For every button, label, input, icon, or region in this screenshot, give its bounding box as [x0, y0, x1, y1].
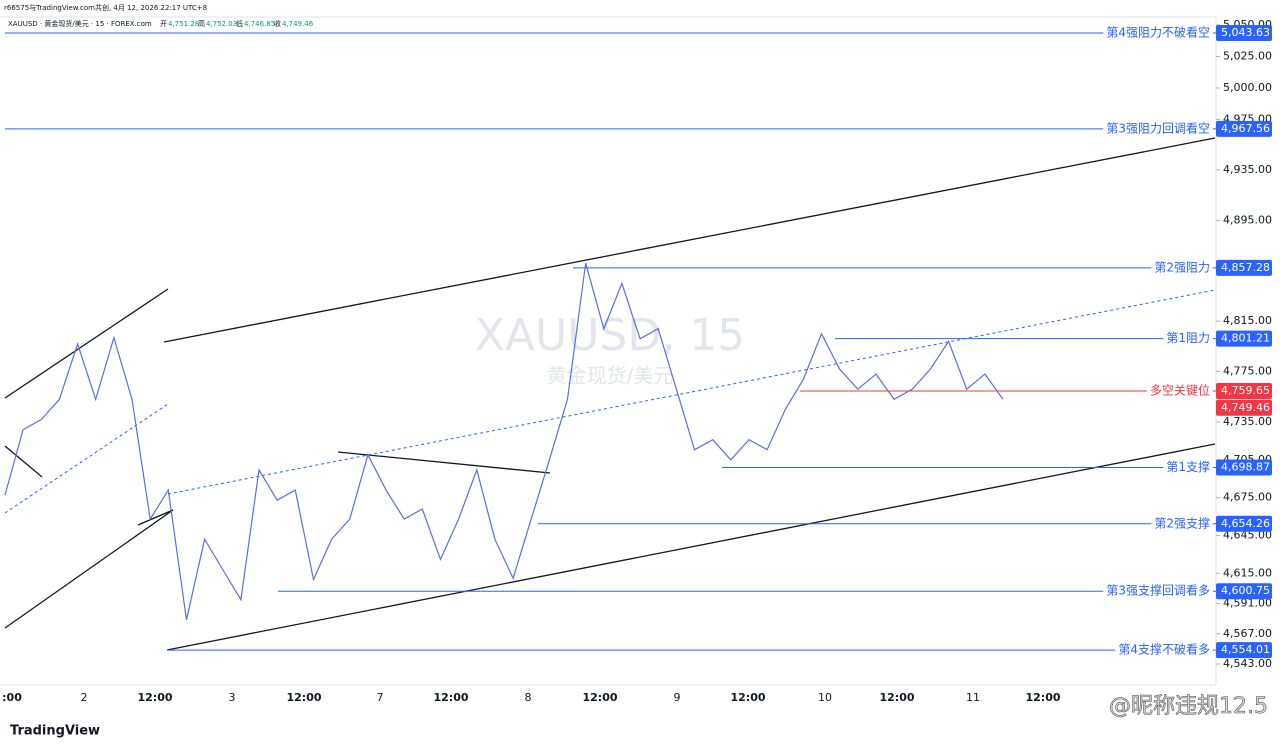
level-name: 第1阻力	[1166, 331, 1210, 345]
x-tick-label: 12:00	[286, 691, 321, 704]
trendlines	[4, 137, 1216, 651]
x-tick-label: 12:00	[730, 691, 765, 704]
level-badge	[1216, 120, 1272, 137]
last-price-value: 4,749.46	[1221, 401, 1270, 414]
y-tick-label: 5,025.00	[1223, 50, 1272, 63]
level-badge	[1216, 642, 1272, 659]
y-tick-label: 4,615.00	[1223, 566, 1272, 579]
x-tick-label: 7	[377, 691, 384, 704]
dashed-channel	[4, 403, 169, 514]
level-name-bg	[1151, 515, 1213, 532]
ohlc-label: 高	[198, 19, 205, 28]
level-name: 第3强阻力回调看空	[1106, 121, 1210, 135]
x-tick-label: 12:00	[1025, 691, 1060, 704]
level-badge	[1216, 459, 1272, 476]
y-tick-label: 4,935.00	[1223, 163, 1272, 176]
level-name-bg	[1151, 259, 1213, 276]
level-name: 第2强阻力	[1154, 260, 1210, 274]
level-name-bg	[1103, 25, 1213, 42]
x-tick-label: :00	[2, 691, 22, 704]
y-tick-label: 4,815.00	[1223, 314, 1272, 327]
x-tick-label: 12:00	[137, 691, 172, 704]
level-name-bg	[1103, 583, 1213, 600]
level-name: 第4支撑不破看多	[1118, 642, 1210, 657]
x-tick-label: 12:00	[582, 691, 617, 704]
level-name: 第1支撑	[1166, 459, 1210, 474]
x-tick-label: 11	[966, 691, 980, 704]
y-tick-label: 4,775.00	[1223, 365, 1272, 378]
level-name: 第4强阻力不破看空	[1106, 25, 1210, 40]
brand: TradingView	[10, 724, 100, 739]
x-tick-label: 8	[525, 691, 532, 704]
level-value: 4,801.21	[1221, 332, 1270, 345]
level-name-bg	[1103, 120, 1213, 137]
ohlc-value: 4,746.85	[244, 20, 275, 28]
level-name-bg	[1163, 459, 1213, 476]
level-name: 第3强支撑回调看多	[1106, 583, 1210, 598]
level-value: 4,654.26	[1221, 517, 1270, 530]
ohlc-value: 4,752.03	[206, 20, 237, 28]
level-badge	[1216, 515, 1272, 532]
x-tick-label: 12:00	[433, 691, 468, 704]
y-tick-label: 4,543.00	[1223, 657, 1272, 670]
level-badge	[1216, 382, 1272, 399]
y-tick-label: 4,895.00	[1223, 213, 1272, 226]
level-value: 4,554.01	[1221, 643, 1270, 656]
price-line	[4, 263, 1004, 621]
level-name-bg	[1146, 382, 1213, 399]
ohlc-value: 4,751.28	[168, 20, 199, 28]
level-value: 5,043.63	[1221, 26, 1270, 39]
x-tick-label: 3	[229, 691, 236, 704]
ohlc-value: 4,749.46	[282, 20, 314, 28]
watermark-name: 黄金现货/美元	[547, 364, 674, 388]
level-badge	[1216, 583, 1272, 600]
ohlc-label: 收	[274, 19, 281, 28]
level-value: 4,857.28	[1221, 261, 1270, 274]
watermark-symbol: XAUUSD, 15	[475, 310, 745, 361]
ohlc-label: 低	[236, 19, 243, 28]
symbol: XAUUSD · 黄金现货/美元 · 15 · FOREX.com	[8, 19, 152, 28]
level-badge	[1216, 259, 1272, 276]
user-watermark: @昵称违规12.5	[1109, 694, 1268, 719]
level-name: 多空关键位	[1150, 382, 1210, 397]
level-badge	[1216, 330, 1272, 347]
level-value: 4,698.87	[1221, 461, 1270, 474]
y-tick-label: 4,735.00	[1223, 415, 1272, 428]
level-name: 第2强支撑	[1154, 515, 1210, 530]
level-value: 4,600.75	[1221, 584, 1270, 597]
x-tick-label: 10	[818, 691, 832, 704]
y-tick-label: 4,567.00	[1223, 627, 1272, 640]
dashed-channel	[167, 289, 1216, 495]
level-name-bg	[1115, 642, 1213, 659]
x-tick-label: 12:00	[879, 691, 914, 704]
credit: r66575与TradingView.com共创, 4月 12, 2026 22…	[4, 3, 207, 12]
y-tick-label: 4,591.00	[1223, 597, 1272, 610]
last-price-badge	[1216, 399, 1272, 416]
level-name-bg	[1163, 330, 1213, 347]
ohlc-label: 开	[160, 20, 167, 28]
y-tick-label: 4,675.00	[1223, 491, 1272, 504]
level-badge	[1216, 25, 1272, 42]
x-tick-label: 9	[674, 691, 681, 704]
level-value: 4,759.65	[1221, 384, 1270, 397]
y-tick-label: 5,000.00	[1223, 81, 1272, 94]
x-tick-label: 2	[81, 691, 88, 704]
level-value: 4,967.56	[1221, 122, 1270, 135]
